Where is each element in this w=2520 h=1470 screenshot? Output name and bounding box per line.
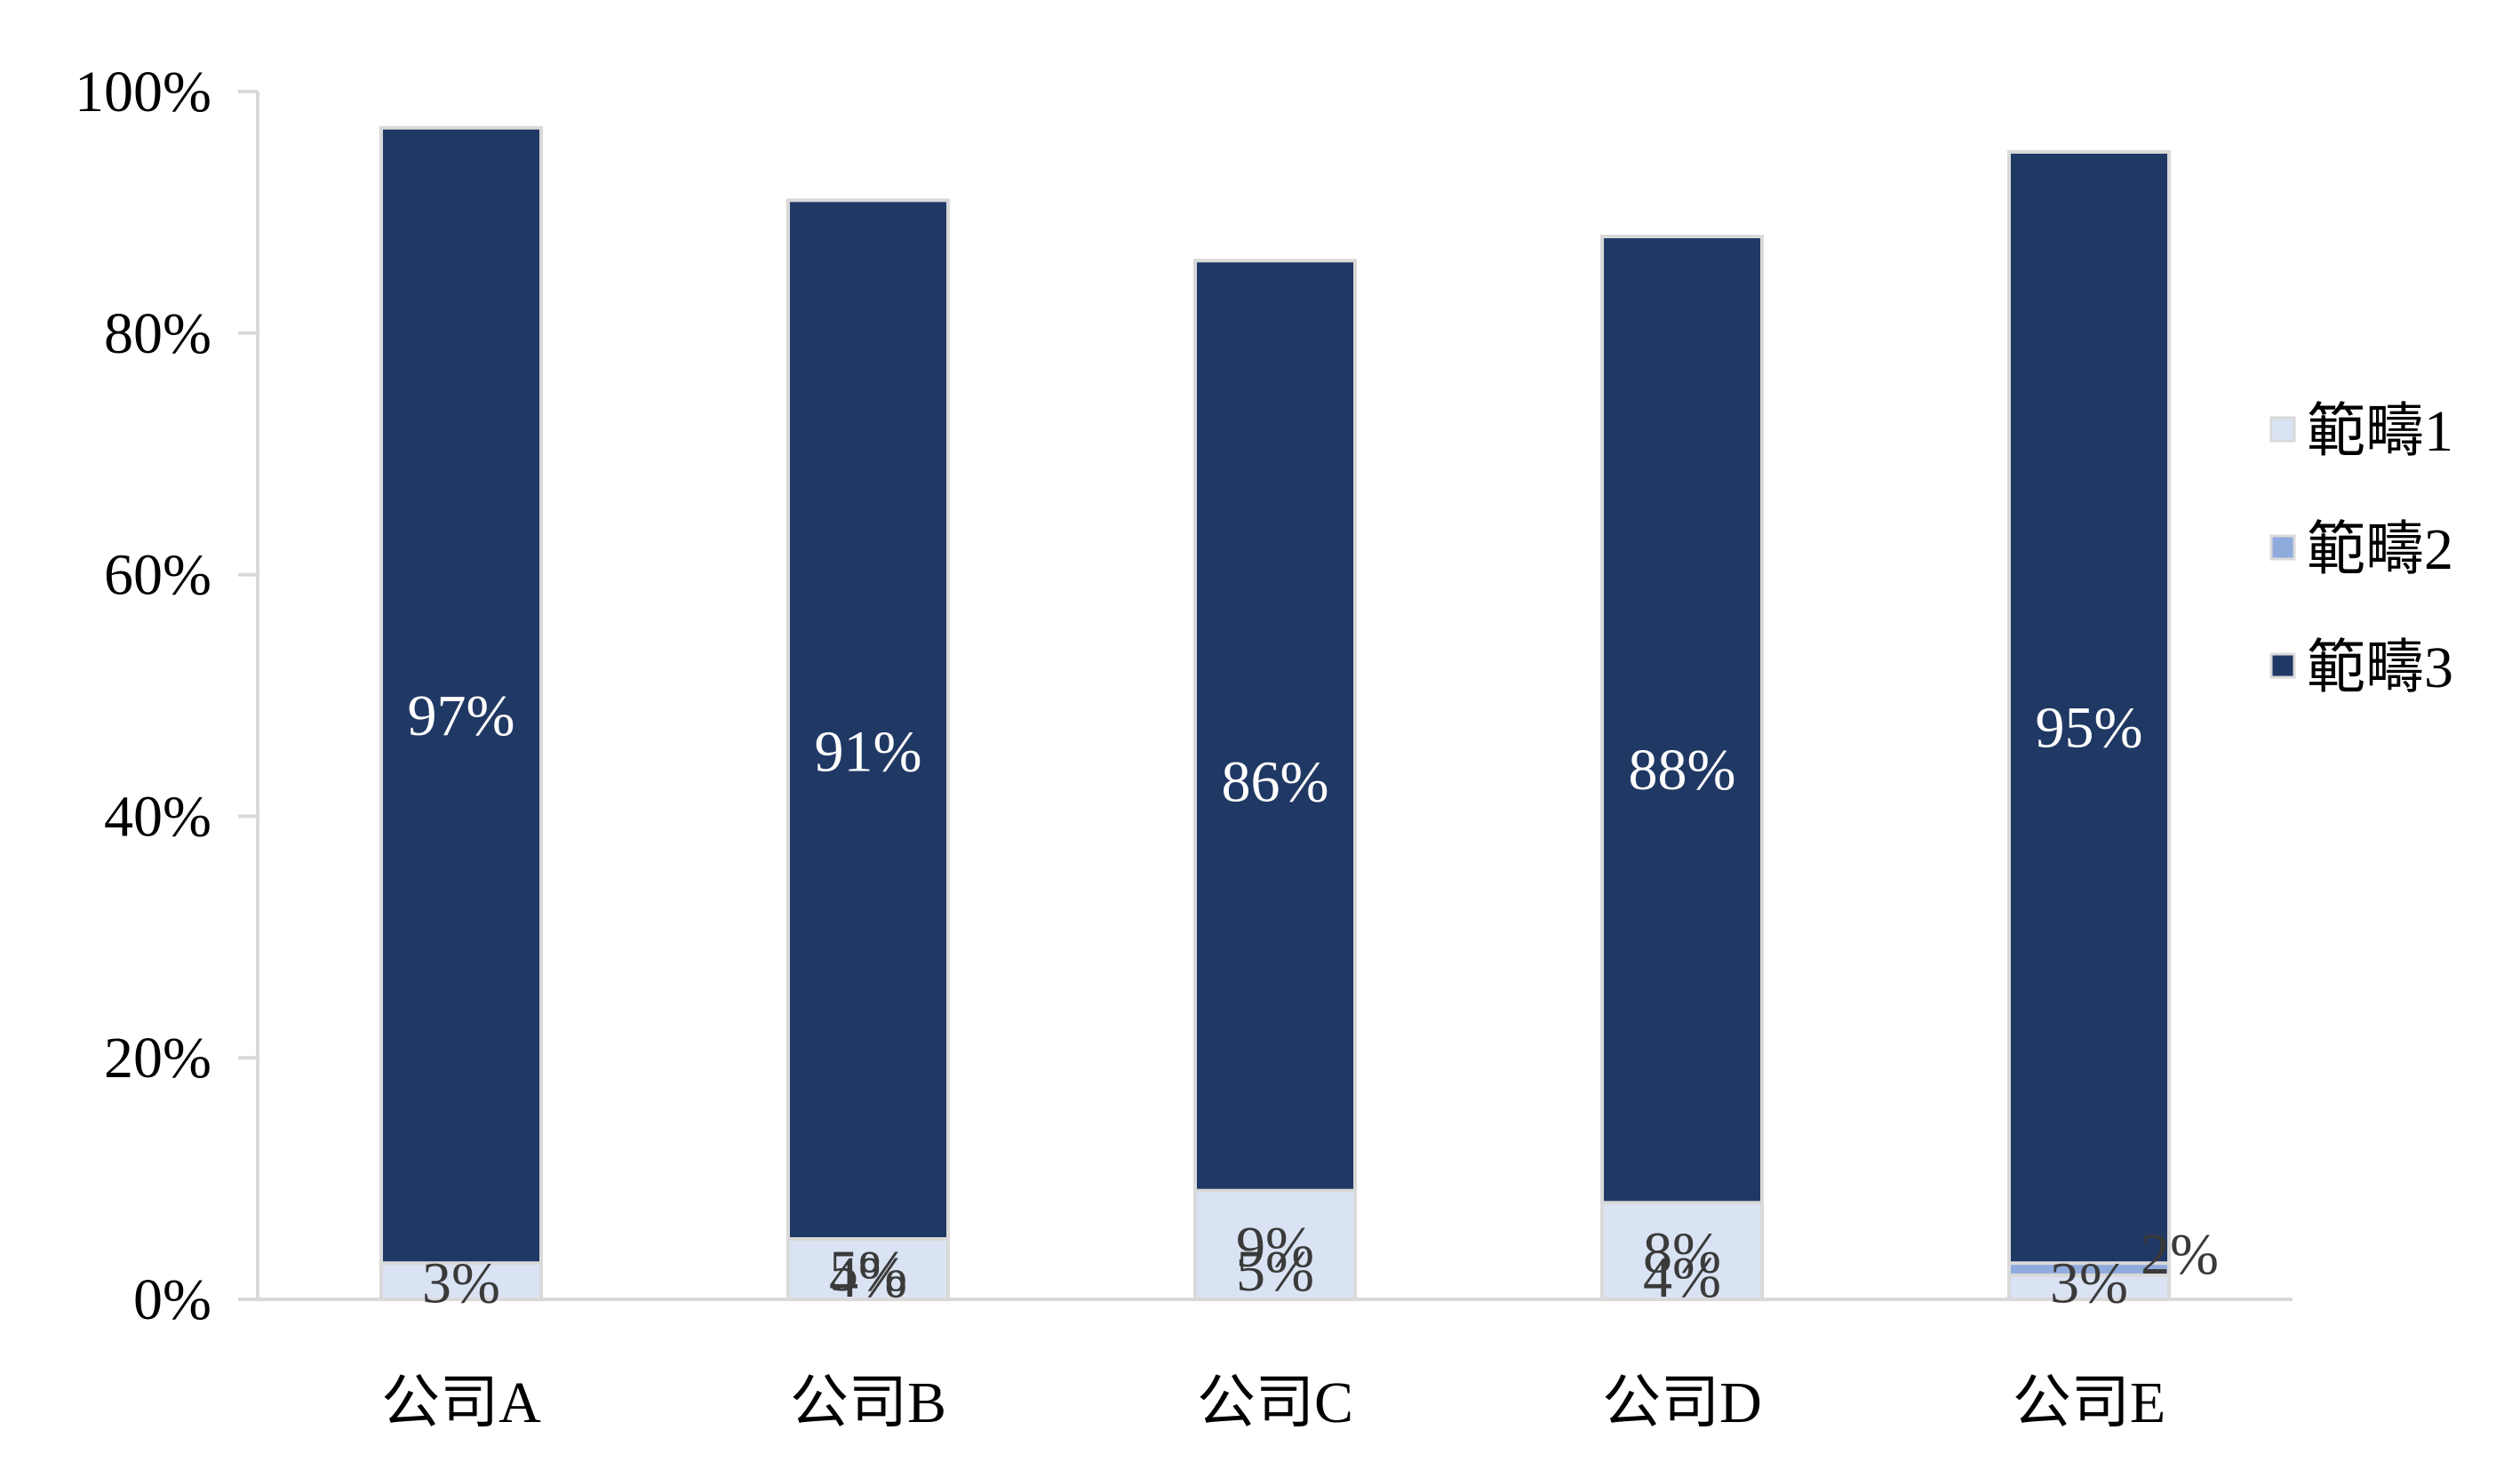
y-tick-label: 80% bbox=[104, 301, 211, 366]
y-tick-label: 100% bbox=[75, 60, 211, 124]
bar-segment bbox=[1193, 1188, 1357, 1301]
bar-segment bbox=[2007, 149, 2171, 1302]
x-category-label: 公司E bbox=[2013, 1370, 2165, 1435]
legend-label: 範疇3 bbox=[2307, 635, 2453, 700]
data-label: 5% bbox=[1236, 1239, 1314, 1304]
bar-segment bbox=[379, 1261, 543, 1301]
y-tick-label: 40% bbox=[104, 784, 211, 849]
x-axis: 公司A 公司B 公司C 公司D 公司E bbox=[258, 1298, 2293, 1435]
bar-segment bbox=[1193, 259, 1357, 1301]
data-label: 97% bbox=[408, 683, 515, 748]
data-label: 4% bbox=[1643, 1245, 1721, 1310]
y-tick-label: 0% bbox=[133, 1267, 211, 1332]
data-labels-group: 97%3%91%4%5%86%5%9%88%4%8%95%3% 2% bbox=[408, 683, 2219, 1316]
legend-label: 範疇1 bbox=[2307, 399, 2453, 464]
legend-swatch bbox=[2269, 652, 2296, 679]
data-label: 2% bbox=[2141, 1222, 2219, 1287]
data-label: 8% bbox=[1643, 1221, 1721, 1286]
bar-series-group bbox=[379, 125, 2171, 1302]
y-tick-label: 20% bbox=[104, 1026, 211, 1091]
data-label: 95% bbox=[2036, 695, 2143, 760]
data-label: 4% bbox=[829, 1245, 907, 1310]
data-label: 9% bbox=[1236, 1215, 1314, 1280]
data-label: 3% bbox=[422, 1251, 500, 1316]
y-tick-label: 60% bbox=[104, 543, 211, 608]
data-label: 3% bbox=[2050, 1251, 2128, 1316]
x-category-label: 公司A bbox=[381, 1370, 541, 1435]
x-category-label: 公司C bbox=[1197, 1370, 1353, 1435]
bar-segment bbox=[786, 1237, 950, 1302]
bar-segment bbox=[2007, 1273, 2171, 1301]
x-category-label: 公司D bbox=[1602, 1370, 1762, 1435]
bar-segment bbox=[1600, 1201, 1764, 1302]
data-label: 86% bbox=[1222, 750, 1329, 815]
y-axis: 0% 20% 40% 60% 80% 100% bbox=[75, 60, 259, 1332]
legend-swatch bbox=[2269, 416, 2296, 443]
data-label: 88% bbox=[1629, 738, 1736, 803]
data-label: 5% bbox=[829, 1239, 907, 1304]
legend-swatch bbox=[2269, 534, 2296, 561]
bar-segment bbox=[786, 198, 950, 1301]
bar-segment bbox=[379, 125, 543, 1301]
legend: 範疇1 範疇2 範疇3 bbox=[2269, 399, 2453, 700]
x-category-label: 公司B bbox=[790, 1370, 946, 1435]
data-label: 91% bbox=[815, 720, 922, 785]
legend-label: 範疇2 bbox=[2307, 517, 2453, 582]
